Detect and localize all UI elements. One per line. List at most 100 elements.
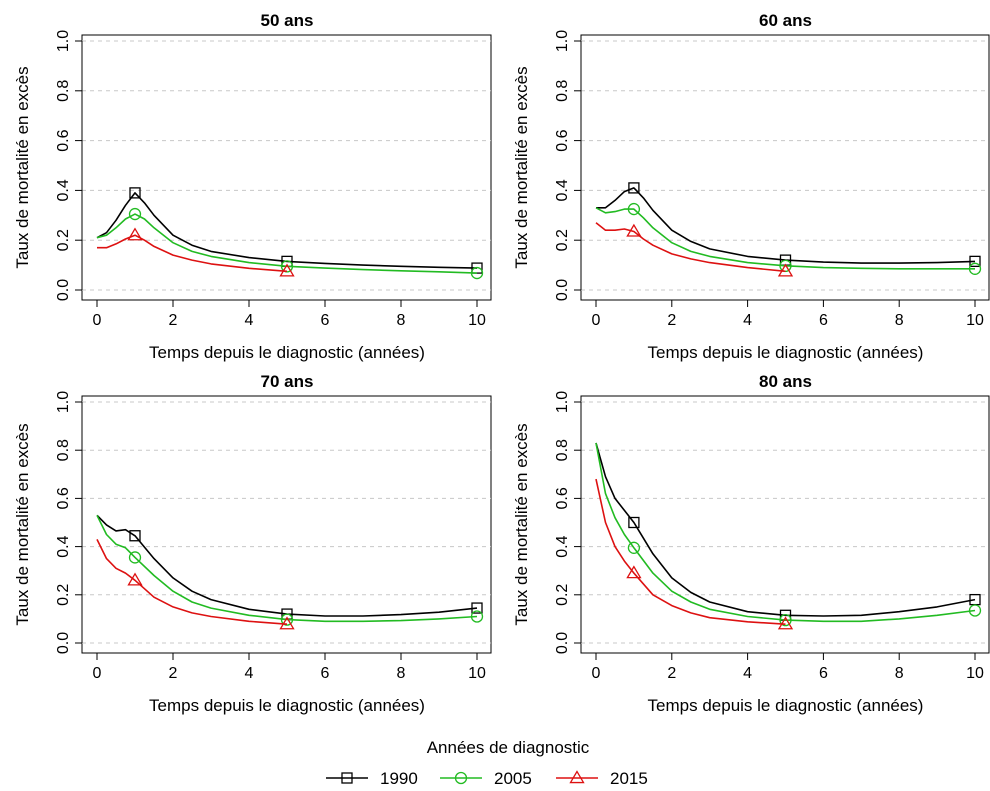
x-tick-label: 0	[592, 312, 601, 329]
legend-marker-circle	[454, 771, 468, 785]
legend: Années de diagnostic 1990 2005 2015	[326, 738, 648, 788]
y-tick-label: 0.8	[55, 80, 72, 102]
y-tick-label: 0.4	[554, 179, 571, 201]
panel-3: 0 2 4 6 8 10 0.0 0.2 0.4 0.6 0.8 1.0 70 ans Temps dep…	[13, 372, 492, 715]
y-tick-label: 0.4	[55, 179, 72, 201]
x-tick-label: 4	[245, 665, 254, 682]
series-2005	[595, 442, 982, 627]
legend-title: Années de diagnostic	[427, 738, 590, 757]
panel-title: 80 ans	[759, 372, 812, 391]
y-tick-label: 1.0	[554, 30, 571, 52]
x-tick-label: 6	[321, 312, 330, 329]
x-tick-label: 8	[397, 665, 406, 682]
data-point-2005	[968, 262, 982, 275]
y-tick-label: 0.2	[554, 584, 571, 606]
x-tick-label: 6	[819, 312, 828, 329]
y-tick-label: 1.0	[55, 391, 72, 413]
series-2005	[96, 207, 484, 280]
series-line-1990	[96, 514, 478, 617]
data-point-2015	[777, 616, 794, 630]
y-axis-label: Taux de mortalité en excès	[512, 423, 531, 625]
series-2015	[96, 539, 295, 630]
series-2015	[595, 222, 794, 277]
panel-1: 0 2 4 6 8 10 0.0 0.2 0.4 0.6 0.8 1.0 50 ans Temps dep…	[13, 11, 492, 362]
y-axis-label: Taux de mortalité en excès	[13, 423, 32, 625]
x-tick-label: 2	[667, 312, 676, 329]
series-1990	[96, 514, 483, 620]
data-point-2015	[777, 263, 794, 277]
x-tick-label: 2	[667, 665, 676, 682]
y-tick-label: 0.2	[55, 584, 72, 606]
x-tick-label: 10	[468, 665, 486, 682]
series-line-2005	[96, 213, 478, 274]
y-tick-label: 0.8	[554, 80, 571, 102]
data-point-1990	[628, 516, 640, 529]
x-tick-label: 4	[743, 665, 752, 682]
y-tick-label: 0.0	[55, 279, 72, 301]
y-tick-label: 1.0	[554, 391, 571, 413]
series-line-1990	[596, 187, 976, 264]
data-point-2005	[128, 551, 142, 564]
series-1990	[96, 187, 483, 274]
panel-4: 0 2 4 6 8 10 0.0 0.2 0.4 0.6 0.8 1.0 80 ans Temps dep…	[512, 372, 990, 715]
y-tick-label: 0.4	[554, 535, 571, 557]
x-tick-label: 10	[468, 312, 486, 329]
legend-entry-1990: 1990	[326, 769, 418, 788]
x-tick-label: 10	[966, 665, 984, 682]
y-tick-label: 0.2	[554, 229, 571, 251]
y-axis-label: Taux de mortalité en excès	[13, 66, 32, 268]
data-point-1990	[471, 602, 483, 614]
series-2005	[96, 514, 484, 626]
data-point-2005	[128, 207, 142, 221]
x-tick-label: 2	[169, 312, 178, 329]
series-1990	[595, 442, 981, 621]
data-point-2005	[968, 604, 982, 617]
data-point-2005	[779, 259, 792, 272]
x-tick-label: 4	[743, 312, 752, 329]
data-point-2005	[779, 613, 792, 627]
panel-title: 50 ans	[261, 11, 314, 30]
x-tick-label: 2	[169, 665, 178, 682]
x-tick-label: 8	[895, 665, 904, 682]
legend-entries: 1990 2005 2015	[326, 769, 648, 788]
y-tick-label: 0.8	[554, 439, 571, 461]
y-tick-label: 0.8	[55, 439, 72, 461]
x-tick-label: 0	[93, 665, 102, 682]
series-line-2005	[595, 207, 975, 270]
series-line-2015	[96, 539, 288, 625]
x-axis-label: Temps depuis le diagnostic (années)	[149, 696, 425, 715]
legend-entry-2005: 2005	[440, 769, 532, 788]
data-point-2005	[280, 260, 294, 273]
data-point-2015	[279, 616, 295, 630]
data-point-1990	[129, 530, 141, 542]
series-line-1990	[96, 192, 478, 269]
data-point-2005	[470, 610, 484, 623]
y-tick-label: 0.6	[554, 487, 571, 509]
data-point-2015	[626, 565, 642, 579]
y-tick-label: 0.0	[554, 279, 571, 301]
series-line-2005	[595, 442, 976, 623]
data-point-2015	[127, 572, 143, 586]
series-line-2005	[96, 514, 478, 623]
y-tick-label: 0.4	[55, 535, 72, 557]
y-axis-label: Taux de mortalité en excès	[512, 66, 531, 268]
legend-label: 1990	[380, 769, 418, 788]
data-point-1990	[129, 187, 141, 199]
panel-2: 0 2 4 6 8 10 0.0 0.2 0.4 0.6 0.8 1.0 60 ans Temps dep…	[512, 11, 990, 362]
data-point-1990	[969, 255, 981, 268]
x-tick-label: 8	[397, 312, 406, 329]
data-point-2015	[626, 223, 642, 237]
series-line-2015	[97, 234, 288, 273]
x-tick-label: 6	[321, 665, 330, 682]
legend-marker-triangle	[569, 770, 585, 784]
data-point-2005	[627, 202, 641, 216]
x-tick-label: 4	[245, 312, 254, 329]
x-tick-label: 0	[93, 312, 102, 329]
panels-container: 0 2 4 6 8 10 0.0 0.2 0.4 0.6 0.8 1.0 50 ans Temps dep…	[13, 11, 990, 715]
data-point-2005	[470, 266, 484, 280]
legend-label: 2015	[610, 769, 648, 788]
series-line-2015	[595, 222, 786, 273]
series-2005	[595, 202, 982, 275]
series-1990	[596, 182, 981, 268]
